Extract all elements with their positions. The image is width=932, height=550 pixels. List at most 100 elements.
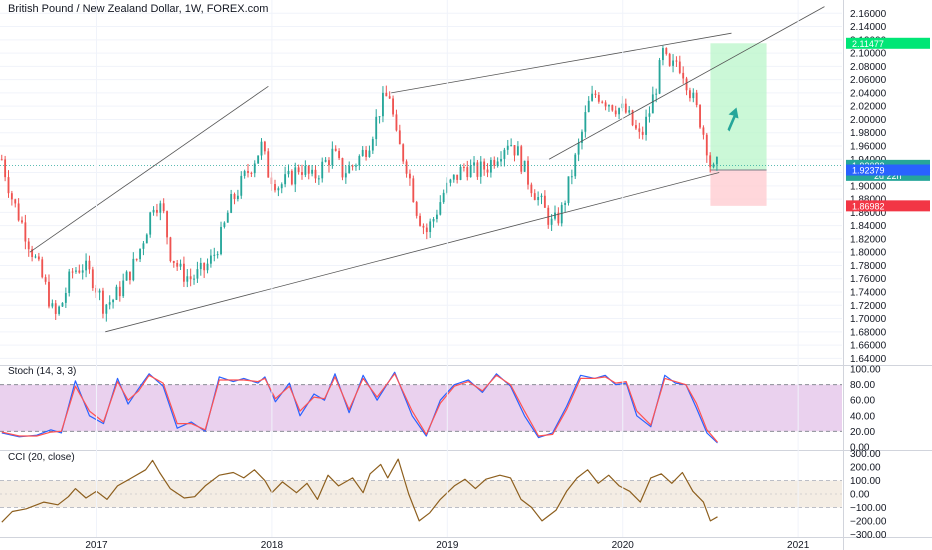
candle-body[interactable] bbox=[628, 110, 631, 113]
candle-body[interactable] bbox=[277, 188, 280, 191]
candle-body[interactable] bbox=[304, 165, 307, 175]
candle-body[interactable] bbox=[203, 262, 206, 271]
candle-body[interactable] bbox=[560, 204, 563, 224]
candle-body[interactable] bbox=[678, 61, 681, 73]
candle-body[interactable] bbox=[209, 255, 212, 264]
candle-body[interactable] bbox=[149, 212, 152, 235]
candle-body[interactable] bbox=[324, 160, 327, 162]
candle-body[interactable] bbox=[199, 262, 202, 270]
candle-body[interactable] bbox=[189, 276, 192, 280]
trendline[interactable] bbox=[548, 6, 825, 160]
candle-body[interactable] bbox=[294, 167, 297, 185]
candle-body[interactable] bbox=[543, 195, 546, 208]
candle-body[interactable] bbox=[554, 212, 556, 219]
candle-body[interactable] bbox=[584, 112, 587, 132]
candle-body[interactable] bbox=[378, 116, 381, 118]
candle-body[interactable] bbox=[405, 161, 408, 174]
candle-body[interactable] bbox=[112, 299, 115, 303]
candle-body[interactable] bbox=[216, 254, 219, 256]
candle-body[interactable] bbox=[348, 165, 351, 174]
candle-body[interactable] bbox=[358, 156, 361, 166]
candle-body[interactable] bbox=[429, 221, 432, 233]
trendline[interactable] bbox=[105, 172, 720, 333]
candle-body[interactable] bbox=[581, 131, 583, 143]
candle-body[interactable] bbox=[102, 290, 104, 314]
candle-body[interactable] bbox=[257, 155, 260, 164]
candle-body[interactable] bbox=[338, 150, 341, 159]
candle-body[interactable] bbox=[523, 160, 526, 172]
candle-body[interactable] bbox=[382, 92, 384, 117]
candle-body[interactable] bbox=[290, 170, 293, 185]
candle-body[interactable] bbox=[27, 241, 30, 250]
candle-body[interactable] bbox=[395, 114, 398, 131]
candle-body[interactable] bbox=[547, 207, 550, 225]
candle-body[interactable] bbox=[355, 165, 357, 167]
candle-body[interactable] bbox=[520, 146, 523, 172]
candle-body[interactable] bbox=[328, 160, 330, 166]
candle-body[interactable] bbox=[641, 131, 644, 135]
candle-body[interactable] bbox=[489, 160, 492, 173]
candle-body[interactable] bbox=[287, 170, 290, 175]
candle-body[interactable] bbox=[506, 145, 509, 150]
candle-body[interactable] bbox=[250, 172, 253, 174]
candle-body[interactable] bbox=[274, 184, 276, 191]
profit-zone[interactable] bbox=[710, 43, 767, 171]
candle-body[interactable] bbox=[152, 209, 155, 213]
candle-body[interactable] bbox=[88, 260, 91, 270]
candle-body[interactable] bbox=[419, 215, 421, 226]
candle-body[interactable] bbox=[317, 178, 320, 180]
candle-body[interactable] bbox=[139, 248, 141, 260]
candle-body[interactable] bbox=[142, 243, 145, 249]
trendline[interactable] bbox=[29, 85, 269, 253]
candle-body[interactable] bbox=[371, 139, 374, 151]
candle-body[interactable] bbox=[243, 171, 246, 176]
candle-body[interactable] bbox=[31, 249, 34, 257]
candle-body[interactable] bbox=[655, 93, 658, 95]
candle-body[interactable] bbox=[715, 156, 718, 165]
candle-body[interactable] bbox=[115, 286, 118, 300]
candle-body[interactable] bbox=[597, 94, 600, 102]
candle-body[interactable] bbox=[473, 162, 475, 166]
candle-body[interactable] bbox=[267, 151, 270, 178]
candle-body[interactable] bbox=[132, 258, 135, 281]
candle-body[interactable] bbox=[452, 174, 455, 180]
candle-body[interactable] bbox=[34, 256, 37, 258]
cci-line[interactable] bbox=[1, 458, 718, 523]
candle-body[interactable] bbox=[91, 269, 94, 289]
candle-body[interactable] bbox=[226, 212, 229, 223]
candle-body[interactable] bbox=[321, 161, 324, 179]
candle-body[interactable] bbox=[125, 271, 128, 281]
candle-body[interactable] bbox=[230, 194, 233, 213]
candle-body[interactable] bbox=[37, 256, 40, 260]
candle-body[interactable] bbox=[301, 172, 303, 175]
candle-body[interactable] bbox=[415, 202, 418, 216]
candle-body[interactable] bbox=[567, 176, 570, 204]
candle-body[interactable] bbox=[466, 167, 469, 178]
candle-body[interactable] bbox=[196, 269, 199, 279]
candle-body[interactable] bbox=[510, 145, 513, 147]
candle-body[interactable] bbox=[206, 263, 209, 271]
candle-body[interactable] bbox=[486, 169, 489, 173]
candle-body[interactable] bbox=[85, 260, 88, 271]
candle-body[interactable] bbox=[193, 278, 195, 280]
candle-body[interactable] bbox=[527, 160, 529, 185]
candle-body[interactable] bbox=[135, 258, 138, 260]
candle-body[interactable] bbox=[516, 146, 519, 156]
candle-body[interactable] bbox=[668, 53, 671, 66]
candle-body[interactable] bbox=[432, 219, 435, 222]
candle-body[interactable] bbox=[361, 149, 364, 157]
candle-body[interactable] bbox=[385, 92, 388, 97]
candle-body[interactable] bbox=[223, 222, 226, 227]
candle-body[interactable] bbox=[41, 259, 44, 278]
candle-body[interactable] bbox=[665, 48, 668, 54]
candle-body[interactable] bbox=[17, 203, 20, 221]
candle-body[interactable] bbox=[712, 164, 715, 168]
candle-body[interactable] bbox=[10, 193, 13, 200]
candle-body[interactable] bbox=[240, 175, 243, 196]
candle-body[interactable] bbox=[601, 101, 604, 103]
candle-body[interactable] bbox=[297, 167, 300, 173]
candle-body[interactable] bbox=[334, 148, 337, 151]
candle-body[interactable] bbox=[392, 98, 394, 115]
candle-body[interactable] bbox=[402, 144, 405, 162]
